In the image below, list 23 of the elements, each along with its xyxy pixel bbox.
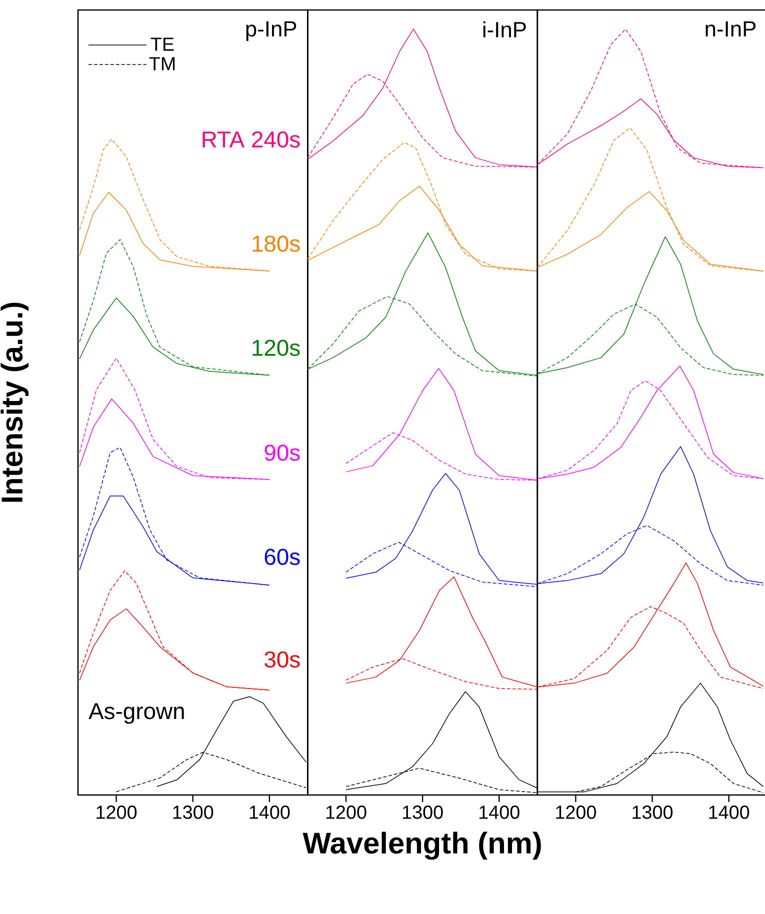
legend-label: TE [150, 38, 174, 51]
x-tick-label: 1200 [326, 806, 366, 819]
x-tick-label: 1200 [96, 806, 137, 819]
x-tick-label: 1400 [480, 806, 520, 819]
annotation: 30s [264, 651, 300, 668]
annotation: RTA 240s [202, 131, 300, 148]
chart-title: n-InP [706, 21, 756, 36]
y-axis-title: Intensity (a.u.) [0, 302, 29, 502]
annotation: As-grown [88, 703, 184, 724]
x-tick-label: 1200 [556, 806, 596, 819]
x-tick-label: 1300 [173, 806, 214, 819]
x-tick-label: 1300 [632, 806, 673, 819]
annotation: 120s [252, 340, 300, 356]
x-tick-label: 1400 [250, 806, 290, 819]
annotation: 60s [264, 548, 300, 566]
chart-title: i-InP [483, 21, 526, 38]
legend-label: TM [149, 57, 175, 70]
x-axis-title: Wavelength (nm) [302, 832, 541, 860]
x-tick-label: 1400 [709, 806, 750, 819]
annotation: 90s [264, 444, 300, 461]
x-tick-label: 1300 [402, 806, 443, 819]
annotation: 180s [252, 236, 300, 252]
chart-title: p-InP [246, 21, 296, 41]
